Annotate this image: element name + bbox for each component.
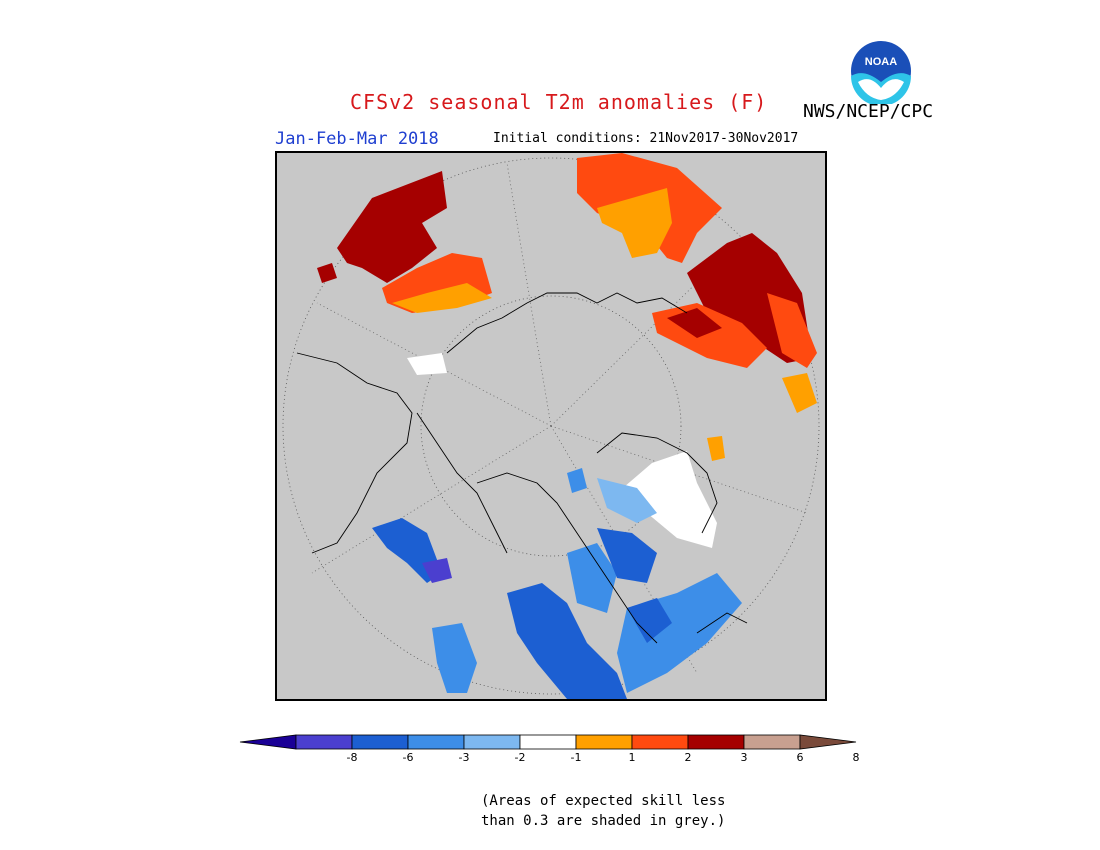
colorbar-swatch (407, 734, 465, 750)
colorbar-tick-label: -8 (346, 751, 358, 764)
colorbar (238, 730, 862, 770)
season-label: Jan-Feb-Mar 2018 (275, 129, 439, 149)
colorbar-swatch (631, 734, 689, 750)
map-boundary (282, 157, 820, 695)
colorbar-tick-label: -2 (514, 751, 526, 764)
colorbar-tick-label: 3 (740, 751, 748, 764)
colorbar-tick-label: -6 (402, 751, 414, 764)
colorbar-tick-label: 1 (628, 751, 636, 764)
cold-anomaly-north-america (372, 468, 742, 699)
initial-conditions-label: Initial conditions: 21Nov2017-30Nov2017 (493, 131, 799, 146)
noaa-logo: NOAA (848, 38, 914, 106)
polar-map (275, 151, 827, 701)
colorbar-tick-label: 2 (684, 751, 692, 764)
colorbar-swatch (743, 734, 801, 750)
colorbar-swatch (519, 734, 577, 750)
colorbar-left-arrow (239, 734, 297, 750)
svg-text:NOAA: NOAA (865, 56, 897, 68)
colorbar-swatch (351, 734, 409, 750)
colorbar-tick-label: 6 (796, 751, 804, 764)
skill-note-line1: (Areas of expected skill less (481, 793, 726, 809)
warm-anomaly-europe (577, 153, 817, 461)
colorbar-right-arrow (799, 734, 857, 750)
chart-title: CFSv2 seasonal T2m anomalies (F) (350, 90, 768, 114)
colorbar-swatch (687, 734, 745, 750)
coastlines (296, 292, 748, 644)
colorbar-tick-label: 8 (852, 751, 860, 764)
near-normal-patches (407, 353, 717, 548)
warm-anomaly-siberia (317, 171, 492, 313)
colorbar-swatch (463, 734, 521, 750)
colorbar-swatch (295, 734, 353, 750)
colorbar-tick-label: -1 (570, 751, 582, 764)
skill-note-line2: than 0.3 are shaded in grey.) (481, 813, 726, 829)
skill-note: (Areas of expected skill less than 0.3 a… (481, 791, 725, 831)
agency-label: NWS/NCEP/CPC (803, 101, 934, 122)
colorbar-tick-label: -3 (458, 751, 470, 764)
latitude-circle (420, 295, 682, 557)
colorbar-swatch (575, 734, 633, 750)
